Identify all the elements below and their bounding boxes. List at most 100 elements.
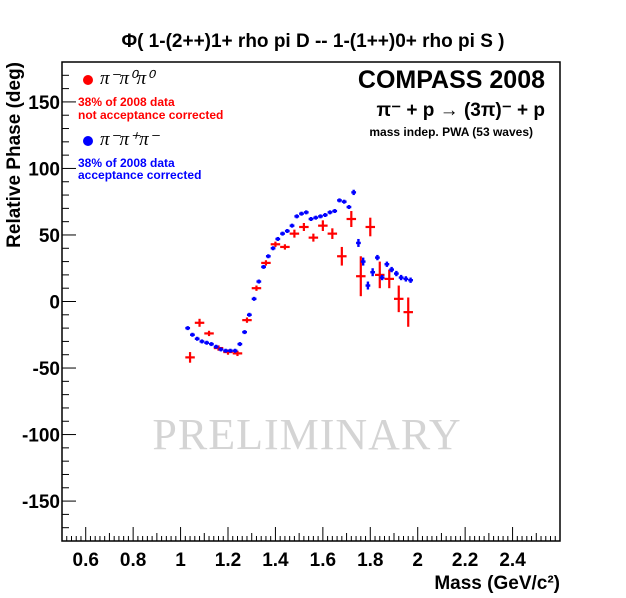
data-point: [251, 285, 262, 291]
data-point: [270, 246, 276, 251]
y-tick-label: -100: [22, 426, 60, 447]
method-note: mass indep. PWA (53 waves): [369, 125, 533, 139]
legend: π⁻π⁰π⁰ 38% of 2008 data not acceptance c…: [78, 68, 223, 182]
x-tick-label: 1.8: [357, 550, 383, 571]
data-point: [337, 246, 347, 266]
x-tick-label: 2.4: [499, 550, 526, 571]
data-point: [294, 214, 300, 219]
x-tick-label: 0.6: [73, 550, 99, 571]
data-point: [303, 210, 309, 215]
data-point: [218, 347, 224, 352]
reaction-label: π⁻ + p → (3π)⁻ + p: [377, 100, 545, 121]
data-point: [384, 261, 390, 267]
y-tick-label: 150: [28, 93, 60, 114]
data-point: [332, 209, 338, 214]
series-pi-pi0-pi0: [185, 211, 413, 363]
data-point: [194, 318, 205, 327]
data-point: [280, 244, 290, 250]
data-point: [308, 217, 314, 222]
data-point: [327, 210, 333, 215]
legend-note-2b: acceptance corrected: [78, 168, 201, 182]
series-pi-pi-pi: [185, 189, 413, 353]
data-point: [185, 352, 195, 363]
x-tick-label: 2: [412, 550, 423, 571]
data-point: [346, 205, 352, 210]
data-point: [246, 312, 252, 317]
y-tick-label: 50: [39, 226, 60, 247]
data-point: [242, 317, 252, 323]
data-point: [403, 276, 409, 282]
data-point: [379, 274, 385, 281]
data-point: [356, 238, 361, 247]
data-point: [242, 330, 247, 335]
data-point: [289, 229, 300, 238]
data-point: [322, 213, 328, 218]
data-point: [360, 257, 366, 266]
y-axis-label: Relative Phase (deg): [4, 62, 25, 248]
data-point: [261, 264, 266, 269]
data-point: [408, 277, 413, 283]
legend-marker-blue: [83, 136, 93, 146]
y-tick-label: -150: [22, 492, 60, 513]
data-point: [280, 231, 285, 236]
data-point: [299, 211, 304, 216]
data-point: [351, 189, 357, 196]
data-point: [270, 241, 281, 247]
y-tick-label: 0: [49, 293, 60, 314]
data-point: [223, 348, 228, 353]
data-point: [299, 222, 309, 231]
data-point: [275, 236, 281, 241]
data-point: [346, 211, 357, 227]
data-point: [313, 215, 319, 220]
data-point: [308, 233, 319, 242]
x-tick-label: 1.2: [215, 550, 241, 571]
data-point: [389, 266, 394, 273]
data-point: [370, 268, 376, 277]
legend-note-2a: 38% of 2008 data: [78, 156, 175, 170]
data-point: [265, 254, 271, 259]
data-point: [228, 348, 233, 353]
legend-note-1b: not acceptance corrected: [78, 108, 223, 122]
data-point: [209, 342, 214, 347]
data-point: [365, 281, 371, 290]
y-axis-ticks: [62, 61, 76, 542]
x-axis-label: Mass (GeV/c²): [434, 573, 560, 594]
data-point: [251, 296, 257, 301]
chart-title: Φ( 1-(2++)1+ rho pi D -- 1-(1++)0+ rho p…: [121, 31, 504, 52]
x-tick-label: 1.6: [310, 550, 336, 571]
data-point: [213, 344, 219, 349]
data-point: [365, 217, 376, 237]
data-point: [394, 285, 404, 313]
watermark: PRELIMINARY: [152, 410, 461, 459]
data-point: [190, 332, 195, 337]
x-tick-label: 2.2: [452, 550, 478, 571]
x-tick-label: 0.8: [120, 550, 146, 571]
data-point: [185, 326, 191, 331]
legend-marker-red: [83, 75, 93, 85]
data-point: [204, 340, 210, 345]
data-point: [403, 297, 413, 327]
data-point: [194, 336, 200, 341]
legend-label-series-2: π⁻π⁺π⁻: [100, 129, 161, 150]
y-tick-label: 100: [28, 159, 60, 180]
y-tick-label: -50: [33, 359, 60, 380]
y-axis-tick-labels: 150 100 50 0 -50 -100 -150: [22, 93, 60, 513]
data-point: [394, 270, 399, 277]
data-point: [237, 342, 243, 347]
data-point: [327, 228, 338, 239]
data-point: [204, 330, 214, 337]
data-point: [318, 214, 323, 219]
data-point: [289, 223, 295, 228]
data-point: [318, 220, 328, 231]
legend-label-series-1: π⁻π⁰π⁰: [100, 68, 156, 89]
data-point: [341, 199, 347, 204]
data-point: [261, 260, 271, 266]
data-point: [232, 348, 238, 353]
data-point: [356, 256, 366, 297]
x-axis-ticks: [61, 527, 561, 541]
data-point: [398, 274, 404, 281]
data-point: [384, 269, 394, 289]
data-point: [375, 254, 380, 261]
data-point: [337, 198, 342, 203]
